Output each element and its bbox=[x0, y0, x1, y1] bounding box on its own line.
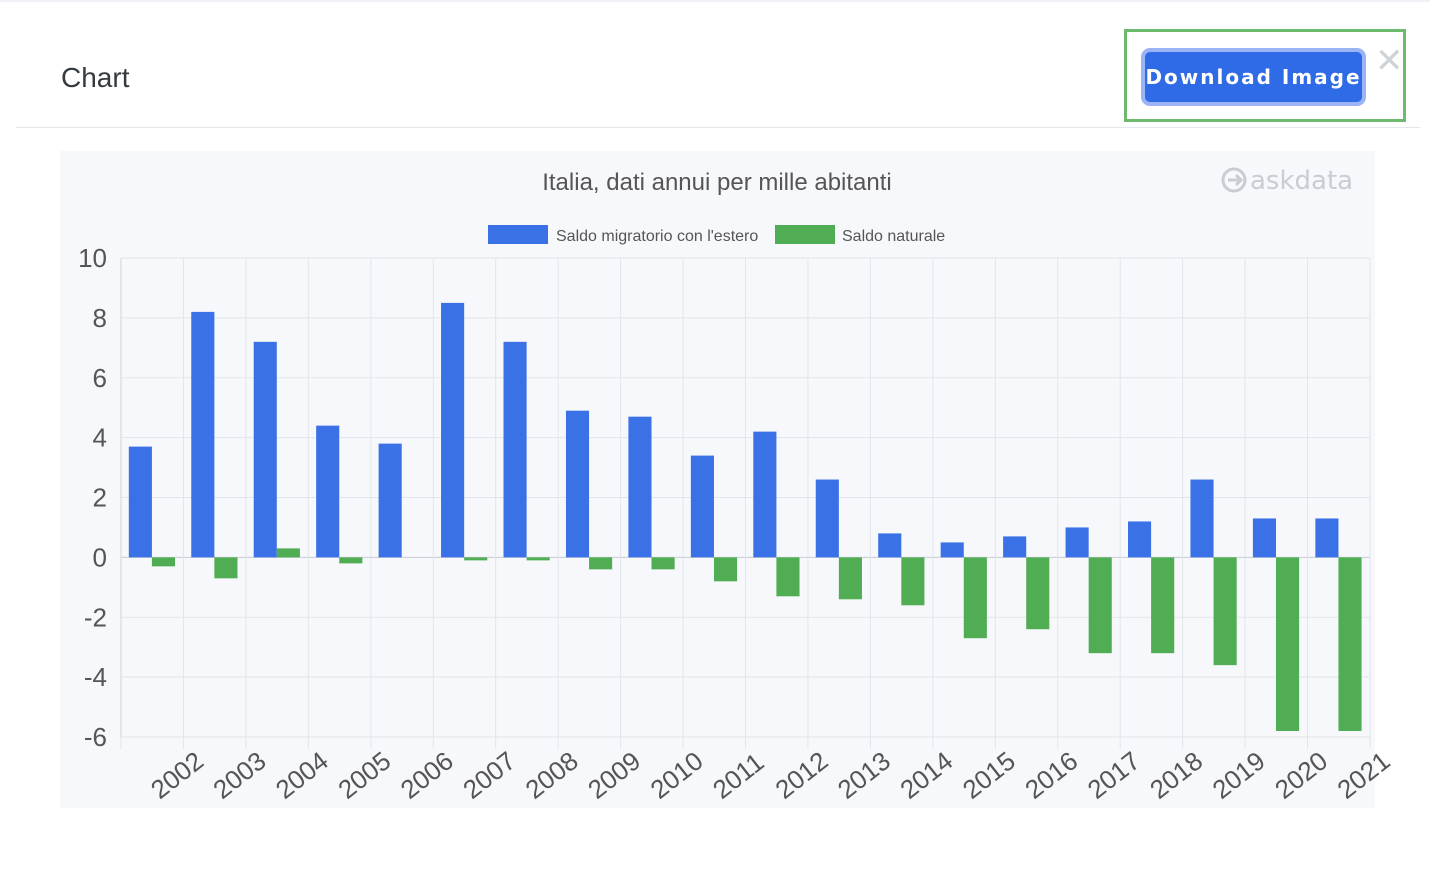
bars-layer bbox=[128, 302, 1362, 732]
legend-swatch-naturale bbox=[775, 225, 835, 244]
chart-title: Italia, dati annui per mille abitanti bbox=[542, 169, 892, 196]
x-tick-label: 2020 bbox=[1269, 745, 1333, 804]
bar-naturale-2013 bbox=[838, 557, 862, 600]
x-tick-label: 2014 bbox=[894, 745, 958, 804]
x-tick-label: 2007 bbox=[457, 745, 521, 804]
legend-swatch-migratorio bbox=[488, 225, 548, 244]
bar-naturale-2010 bbox=[651, 557, 675, 570]
bar-naturale-2003 bbox=[214, 557, 238, 579]
bar-migratorio-2008 bbox=[503, 341, 527, 558]
bar-naturale-2012 bbox=[776, 557, 800, 597]
x-tick-label: 2005 bbox=[332, 745, 396, 804]
x-tick-label: 2009 bbox=[582, 745, 646, 804]
x-tick-label: 2011 bbox=[707, 747, 770, 805]
askdata-logo-text: askdata bbox=[1250, 166, 1353, 196]
bar-migratorio-2018 bbox=[1128, 521, 1152, 558]
top-border bbox=[0, 0, 1430, 2]
x-tick-label: 2019 bbox=[1207, 745, 1271, 804]
bar-naturale-2009 bbox=[589, 557, 613, 570]
bar-naturale-2019 bbox=[1213, 557, 1237, 666]
x-tick-label: 2003 bbox=[207, 745, 271, 804]
header-divider bbox=[16, 127, 1420, 128]
y-tick-label: -2 bbox=[84, 602, 107, 632]
bar-migratorio-2011 bbox=[690, 455, 714, 558]
x-tick-label: 2012 bbox=[769, 745, 833, 804]
y-tick-label: 6 bbox=[93, 363, 107, 393]
bar-naturale-2011 bbox=[713, 557, 738, 582]
bar-migratorio-2004 bbox=[253, 341, 277, 558]
y-tick-label: 10 bbox=[78, 243, 107, 273]
bar-naturale-2004 bbox=[276, 548, 300, 558]
y-tick-label: -6 bbox=[84, 722, 107, 752]
x-tick-label: 2021 bbox=[1331, 745, 1395, 804]
bar-naturale-2007 bbox=[464, 557, 488, 561]
bar-migratorio-2003 bbox=[191, 311, 215, 558]
askdata-logo-icon bbox=[1221, 167, 1247, 193]
close-icon[interactable]: ✕ bbox=[1375, 41, 1404, 81]
bar-migratorio-2021 bbox=[1315, 518, 1339, 558]
bar-migratorio-2009 bbox=[565, 410, 590, 558]
bar-migratorio-2006 bbox=[378, 443, 402, 558]
bar-migratorio-2015 bbox=[940, 542, 964, 558]
bar-migratorio-2016 bbox=[1003, 536, 1027, 558]
bar-naturale-2005 bbox=[339, 557, 363, 564]
y-tick-label: 2 bbox=[93, 483, 107, 513]
grid-layer bbox=[120, 257, 1371, 749]
bar-migratorio-2005 bbox=[316, 425, 340, 558]
bar-migratorio-2010 bbox=[628, 416, 652, 558]
bar-migratorio-2013 bbox=[815, 479, 839, 558]
bar-naturale-2021 bbox=[1338, 557, 1362, 732]
download-image-button[interactable]: Download Image bbox=[1141, 48, 1366, 106]
chart-legend: Saldo migratorio con l'estero Saldo natu… bbox=[488, 225, 945, 245]
legend-label-migratorio: Saldo migratorio con l'estero bbox=[556, 228, 758, 245]
y-tick-label: -4 bbox=[84, 662, 107, 692]
y-tick-label: 0 bbox=[93, 542, 107, 572]
x-tick-label: 2006 bbox=[395, 745, 459, 804]
bar-naturale-2017 bbox=[1088, 557, 1112, 654]
x-tick-label: 2008 bbox=[520, 745, 584, 804]
x-tick-label: 2017 bbox=[1082, 745, 1146, 804]
x-tick-label: 2013 bbox=[832, 745, 896, 804]
bar-naturale-2016 bbox=[1026, 557, 1050, 630]
download-highlight-frame bbox=[1124, 29, 1406, 122]
x-tick-label: 2016 bbox=[1019, 745, 1083, 804]
bar-migratorio-2020 bbox=[1252, 518, 1277, 558]
bar-migratorio-2017 bbox=[1065, 527, 1089, 558]
x-tick-label: 2018 bbox=[1144, 745, 1208, 804]
x-tick-label: 2015 bbox=[957, 745, 1021, 804]
chart-panel bbox=[60, 151, 1375, 808]
bar-migratorio-2014 bbox=[878, 533, 902, 558]
askdata-logo: askdata bbox=[1221, 166, 1353, 196]
y-tick-label: 8 bbox=[93, 303, 107, 333]
legend-label-naturale: Saldo naturale bbox=[842, 228, 945, 245]
x-tick-label: 2010 bbox=[645, 745, 709, 804]
bar-naturale-2008 bbox=[526, 557, 550, 561]
x-tick-label: 2002 bbox=[145, 745, 209, 804]
bar-migratorio-2002 bbox=[128, 446, 152, 558]
bar-migratorio-2012 bbox=[753, 431, 777, 558]
bar-migratorio-2019 bbox=[1190, 479, 1214, 558]
bar-naturale-2014 bbox=[901, 557, 925, 606]
modal-title: Chart bbox=[61, 62, 130, 93]
bar-naturale-2018 bbox=[1151, 557, 1175, 654]
y-tick-label: 4 bbox=[93, 423, 107, 453]
bar-migratorio-2007 bbox=[441, 302, 465, 558]
bar-naturale-2015 bbox=[963, 557, 987, 639]
bar-naturale-2002 bbox=[151, 557, 176, 567]
x-tick-label: 2004 bbox=[270, 745, 334, 804]
bar-naturale-2020 bbox=[1276, 557, 1300, 732]
